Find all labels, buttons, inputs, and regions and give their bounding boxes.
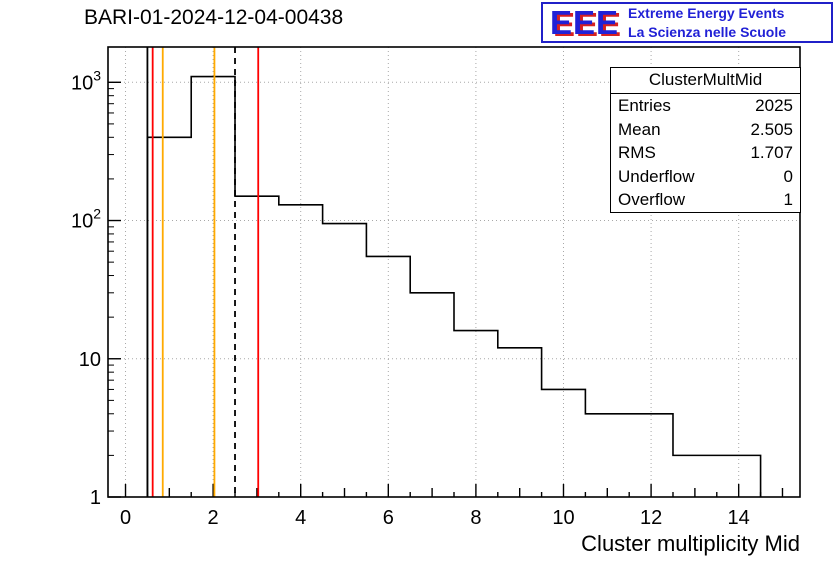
stat-value: 1.707 — [750, 143, 793, 162]
y-tick-label: 10 — [79, 349, 101, 371]
stats-row: Overflow 1 — [611, 188, 800, 212]
stats-row: Entries 2025 — [611, 94, 800, 118]
stat-label: Overflow — [618, 190, 686, 209]
stat-label: Mean — [618, 119, 661, 139]
stat-label: Entries — [618, 96, 671, 115]
x-tick-label: 14 — [728, 507, 750, 529]
stats-row: RMS 1.707 — [611, 141, 800, 165]
plot-title: BARI-01-2024-12-04-00438 — [84, 6, 344, 29]
stats-box: ClusterMultMid Entries 2025 Mean 2.505 R… — [610, 67, 801, 213]
stat-value: 2.505 — [750, 119, 793, 139]
stats-box-title: ClusterMultMid — [611, 68, 800, 94]
x-tick-label: 4 — [295, 507, 306, 529]
eee-logo-text: Extreme Energy Events La Scienza nelle S… — [628, 4, 786, 40]
plot-frame — [107, 46, 801, 498]
stat-value: 2025 — [755, 96, 793, 115]
x-tick-label: 2 — [208, 507, 219, 529]
eee-logo-line2: La Scienza nelle Scuole — [628, 23, 786, 40]
y-tick-label: 103 — [71, 67, 101, 94]
eee-logo-letters: EEE — [550, 3, 620, 41]
eee-logo-line1: Extreme Energy Events — [628, 5, 785, 22]
y-tick-label: 102 — [71, 206, 101, 233]
stats-row: Underflow 0 — [611, 165, 800, 189]
y-tick-label: 1 — [90, 487, 101, 509]
x-tick-label: 10 — [552, 507, 574, 529]
x-tick-label: 6 — [383, 507, 394, 529]
stat-value: 1 — [783, 190, 793, 209]
eee-logo: EEE Extreme Energy Events La Scienza nel… — [541, 2, 833, 43]
stat-label: Underflow — [618, 166, 695, 186]
stat-value: 0 — [783, 166, 793, 186]
x-tick-label: 8 — [470, 507, 481, 529]
x-axis-title: Cluster multiplicity Mid — [581, 531, 800, 556]
x-tick-label: 0 — [120, 507, 131, 529]
stats-row: Mean 2.505 — [611, 118, 800, 142]
stat-label: RMS — [618, 143, 656, 162]
x-tick-label: 12 — [640, 507, 662, 529]
